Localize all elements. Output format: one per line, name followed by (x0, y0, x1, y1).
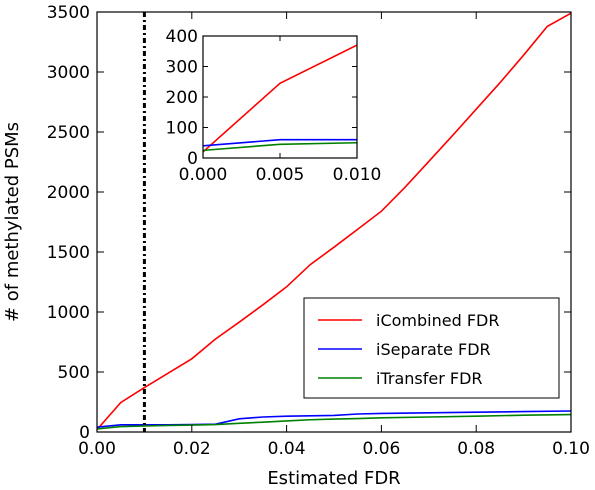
inset-x-tick-label: 0.005 (256, 165, 305, 185)
y-tick-label: 1500 (47, 243, 90, 263)
inset-y-tick-label: 100 (166, 119, 198, 139)
y-tick-label: 500 (58, 363, 90, 383)
x-tick-label: 0.00 (78, 439, 116, 459)
x-axis-label: Estimated FDR (267, 468, 400, 489)
x-tick-label: 0.06 (362, 439, 400, 459)
legend-label-1: iCombined FDR (376, 311, 499, 330)
y-tick-label: 2500 (47, 123, 90, 143)
y-tick-label: 1000 (47, 303, 90, 323)
y-tick-label: 0 (79, 423, 90, 443)
x-tick-label: 0.08 (457, 439, 495, 459)
inset-x-tick-label: 0.010 (333, 165, 382, 185)
series-line-3 (96, 413, 572, 430)
legend-box (303, 297, 560, 399)
y-tick-label: 2000 (47, 183, 90, 203)
y-tick-label: 3000 (47, 63, 90, 83)
x-tick-label: 0.04 (268, 439, 306, 459)
inset-y-tick-label: 200 (166, 88, 198, 108)
inset-y-tick-label: 300 (166, 58, 198, 78)
inset-background (203, 36, 357, 158)
plot-frame (96, 11, 572, 433)
main-plot: 0.00 0.02 0.04 0.06 0.08 0.100500100015002000… (47, 3, 590, 459)
x-tick-label: 0.02 (173, 439, 211, 459)
legend: iCombined FDR iSeparate FDR iTransfer FDR (303, 297, 560, 399)
series-line-1 (96, 12, 572, 431)
inset-plot: 0.000 0.005 0.010 0 100 200 300 400 (166, 27, 382, 185)
legend-label-2: iSeparate FDR (376, 340, 491, 359)
inset-series-line-3 (203, 141, 357, 152)
inset-series-line-1 (203, 44, 357, 153)
inset-y-tick-label: 400 (166, 27, 198, 47)
inset-series-line-2 (203, 138, 357, 147)
inset-x-tick-label: 0.000 (179, 165, 228, 185)
inset-y-tick-label: 0 (187, 149, 198, 169)
legend-label-3: iTransfer FDR (376, 369, 483, 388)
y-axis-label: # of methylated PSMs (2, 122, 23, 322)
y-tick-label: 3500 (47, 3, 90, 23)
x-tick-label: 0.10 (552, 439, 590, 459)
